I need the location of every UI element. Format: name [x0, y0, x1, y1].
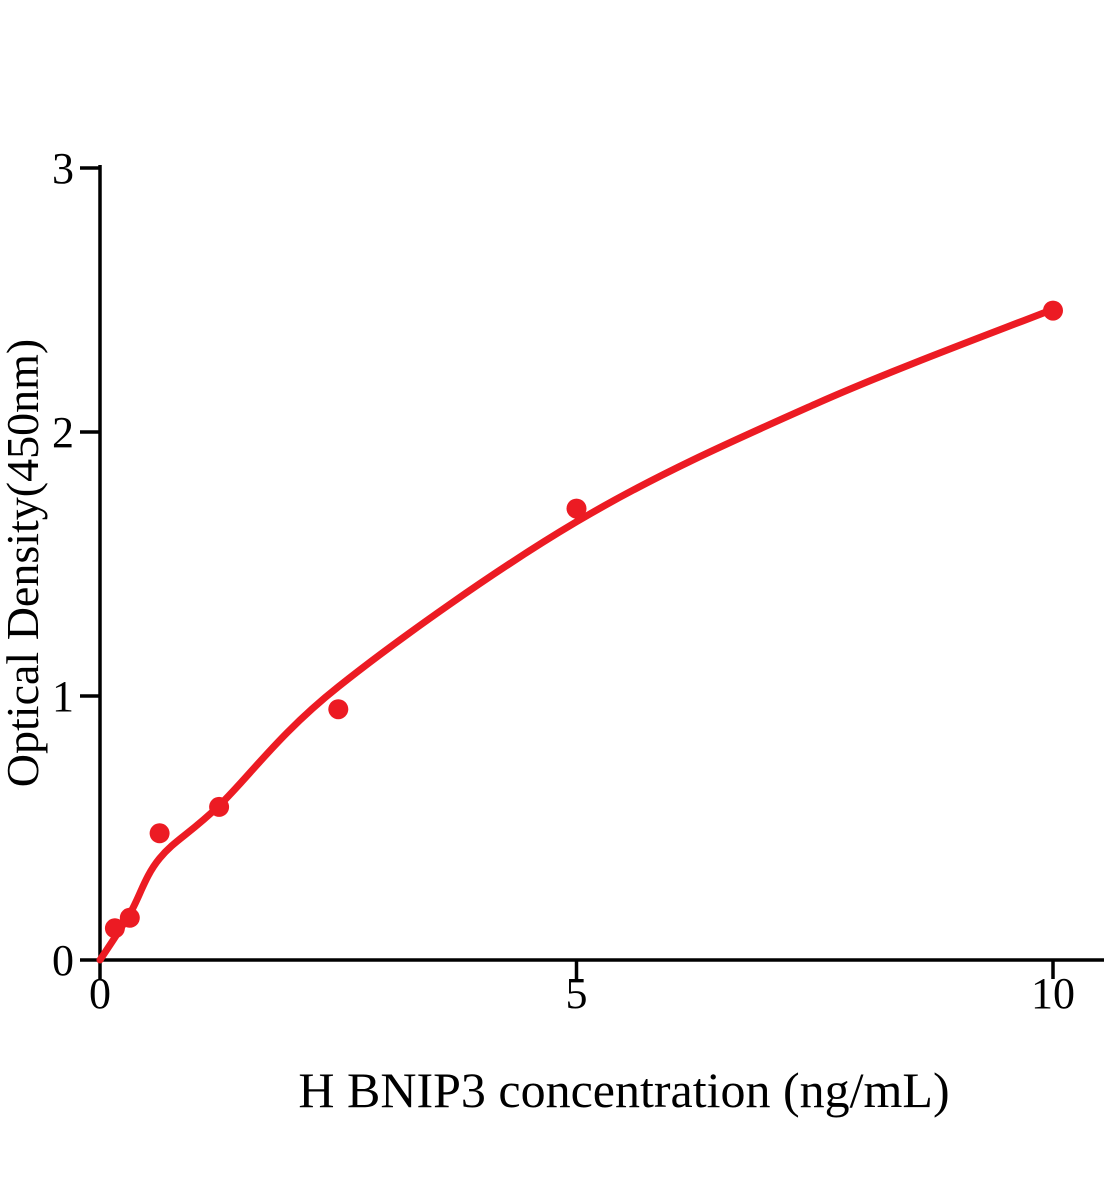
data-points [104, 300, 1063, 939]
y-tick-label: 2 [52, 408, 74, 457]
x-axis-ticks: 0 5 10 [89, 960, 1075, 1018]
x-tick-label: 5 [566, 969, 588, 1018]
data-point [566, 498, 587, 519]
fit-curve [96, 305, 1057, 964]
y-tick-label: 3 [52, 144, 74, 193]
y-axis-title: Optical Density(450nm) [0, 339, 48, 787]
data-point [149, 823, 170, 844]
y-tick-label: 1 [52, 672, 74, 721]
x-tick-label: 10 [1031, 969, 1075, 1018]
data-point [328, 699, 349, 720]
data-point [119, 907, 140, 928]
y-tick-label: 0 [52, 936, 74, 985]
x-axis-title: H BNIP3 concentration (ng/mL) [298, 1062, 949, 1118]
data-point [104, 918, 125, 939]
data-point [209, 796, 230, 817]
data-point [1043, 300, 1063, 321]
x-tick-label: 0 [89, 969, 111, 1018]
y-axis-ticks: 0 1 2 3 [52, 144, 100, 985]
